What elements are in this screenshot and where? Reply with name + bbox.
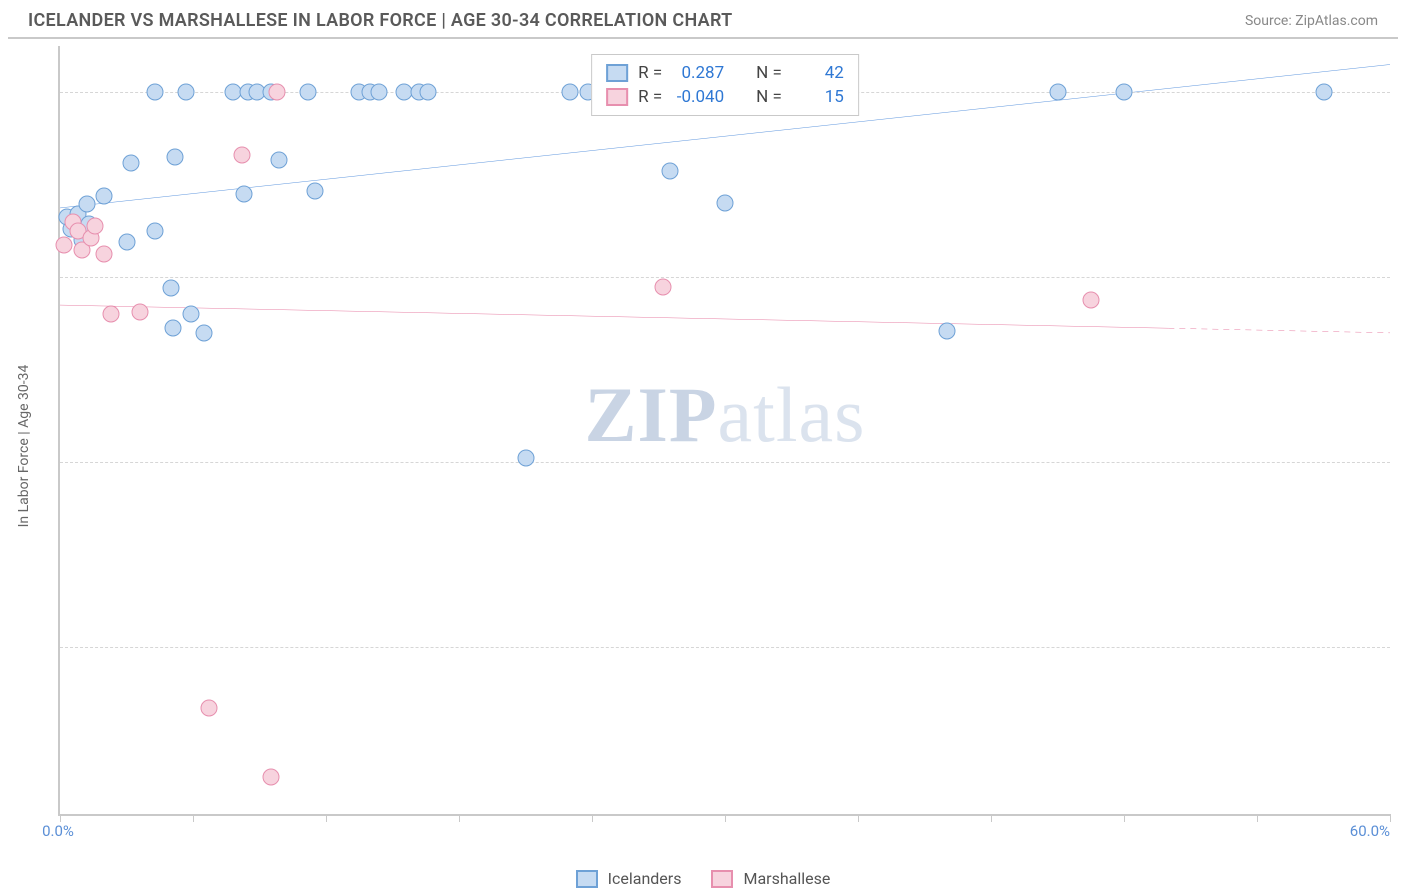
legend-swatch-marshallese: [711, 870, 733, 888]
regression-line-marshallese: [60, 305, 1168, 328]
legend-label-marshallese: Marshallese: [743, 869, 830, 888]
y-tick-label: 100.0%: [1400, 84, 1406, 102]
n-prefix: N =: [756, 87, 782, 107]
r-prefix: R =: [638, 63, 662, 83]
y-tick-label: 80.0%: [1400, 269, 1406, 287]
n-prefix: N =: [756, 63, 782, 83]
gridline: 40.0%: [60, 647, 1390, 648]
gridline: 80.0%: [60, 277, 1390, 278]
chart-container: ICELANDER VS MARSHALLESE IN LABOR FORCE …: [0, 0, 1406, 892]
n-value-marshallese: 15: [792, 87, 844, 107]
x-tick-label: 60.0%: [1350, 822, 1390, 840]
corr-row-icelanders: R = 0.287 N = 42: [606, 61, 844, 85]
legend-label-icelanders: Icelanders: [608, 869, 682, 888]
corr-row-marshallese: R = -0.040 N = 15: [606, 85, 844, 109]
correlation-legend: R = 0.287 N = 42 R = -0.040 N = 15: [591, 54, 859, 116]
chart-title: ICELANDER VS MARSHALLESE IN LABOR FORCE …: [28, 10, 733, 31]
regression-line-marshallese: [1168, 328, 1390, 333]
plot-area: ZIPatlas R =0.287N =42R =-0.040N =15 40.…: [58, 46, 1390, 816]
series-legend: Icelanders Marshallese: [0, 869, 1406, 888]
chart-header: ICELANDER VS MARSHALLESE IN LABOR FORCE …: [8, 0, 1398, 39]
legend-item-marshallese: Marshallese: [711, 869, 830, 888]
legend-item-icelanders: Icelanders: [576, 869, 682, 888]
swatch-marshallese: [606, 88, 628, 106]
source-label: Source: ZipAtlas.com: [1245, 13, 1378, 29]
gridline: 60.0%: [60, 462, 1390, 463]
chart-body: In Labor Force | Age 30-34 ZIPatlas R =0…: [8, 46, 1398, 846]
y-tick-label: 60.0%: [1400, 454, 1406, 472]
x-tick: [1390, 814, 1391, 822]
r-prefix: R =: [638, 87, 662, 107]
r-value-marshallese: -0.040: [672, 87, 724, 107]
r-value-icelanders: 0.287: [672, 63, 724, 83]
legend-swatch-icelanders: [576, 870, 598, 888]
y-tick-label: 40.0%: [1400, 639, 1406, 657]
x-tick-label: 0.0%: [42, 822, 74, 840]
y-axis-title: In Labor Force | Age 30-34: [16, 365, 32, 528]
swatch-icelanders: [606, 64, 628, 82]
x-axis: 0.0%60.0%: [58, 820, 1390, 844]
n-value-icelanders: 42: [792, 63, 844, 83]
plot-svg: [60, 46, 1390, 814]
